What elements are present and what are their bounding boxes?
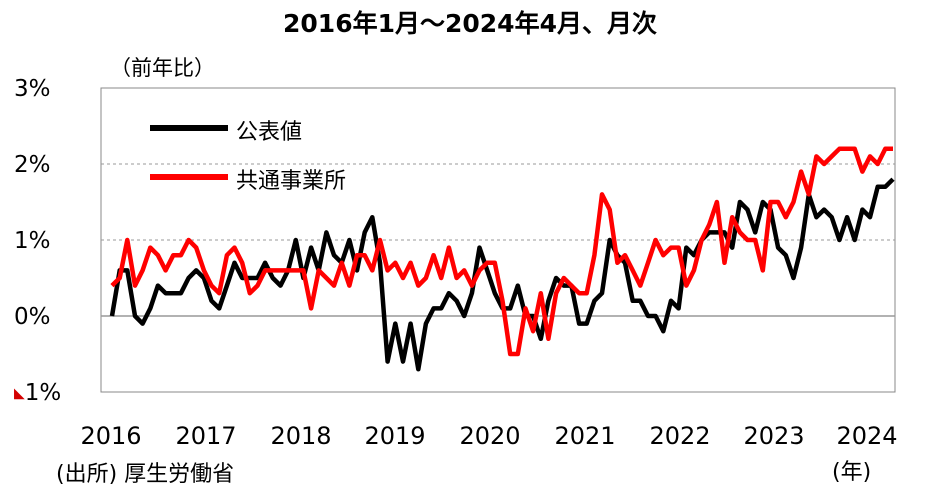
- minus-triangle-icon: ◣: [14, 385, 25, 402]
- chart-title: 2016年1月～2024年4月、月次: [283, 9, 657, 38]
- y-tick-label: 3%: [14, 76, 51, 102]
- x-tick-label: 2023: [743, 422, 805, 450]
- series-lines: [109, 146, 895, 372]
- x-tick-label: 2018: [270, 422, 332, 450]
- series-line-official: [109, 177, 895, 372]
- y-tick-label: 0%: [14, 304, 51, 330]
- legend-label-official: 公表値: [236, 120, 303, 145]
- x-tick-label: 2017: [175, 422, 237, 450]
- y-tick-label: 1%: [24, 380, 62, 406]
- series-line-common: [110, 146, 893, 357]
- x-tick-label: 2019: [364, 422, 426, 450]
- x-tick-label: 2016: [80, 422, 142, 450]
- plot-area: [100, 87, 896, 393]
- legend-label-common: 共通事業所: [236, 169, 347, 194]
- x-tick-label: 2022: [649, 422, 711, 450]
- legend: [150, 125, 228, 180]
- y-tick-label: 2%: [14, 152, 51, 178]
- y-tick-label: 1%: [14, 228, 51, 254]
- y-tick-label-negative: ◣1%: [14, 380, 74, 406]
- y-unit-label: （前年比）: [110, 56, 215, 80]
- x-tick-label: 2024: [836, 422, 898, 450]
- x-tick-label: 2020: [459, 422, 521, 450]
- gridlines: [101, 163, 895, 317]
- x-tick-label: 2021: [554, 422, 616, 450]
